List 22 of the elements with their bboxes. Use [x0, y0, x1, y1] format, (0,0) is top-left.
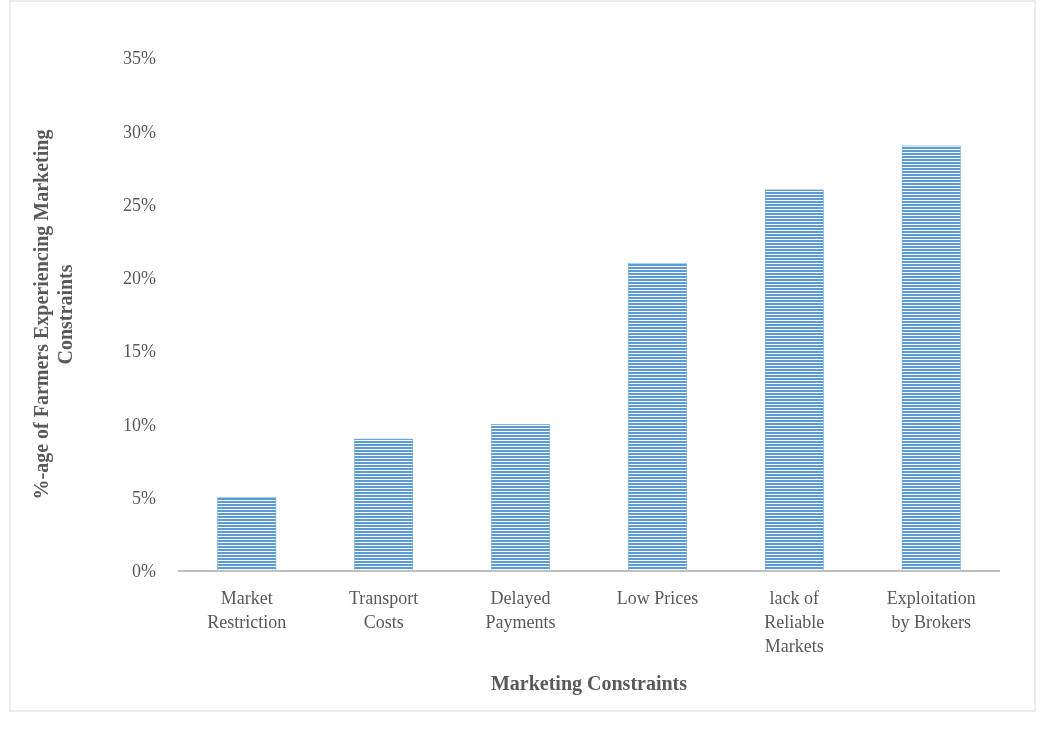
x-tick-label: Transport Costs	[348, 588, 419, 632]
y-tick-label: 10%	[123, 414, 156, 435]
y-tick-label: 25%	[123, 194, 156, 215]
y-tick-label: 15%	[123, 341, 156, 362]
y-tick-label: 35%	[123, 48, 156, 69]
y-tick-label: 30%	[123, 121, 156, 142]
bar	[217, 497, 277, 572]
bar	[354, 438, 414, 572]
y-tick-label: 5%	[132, 488, 156, 509]
y-axis-title: %-age of Farmers Experiencing Marketing Constraints	[30, 129, 76, 500]
x-tick-label: Exploitation by Brokers	[886, 588, 976, 632]
y-tick-label: 0%	[132, 561, 156, 582]
bar	[491, 424, 550, 572]
bar	[764, 189, 824, 572]
x-tick-label: Market Restriction	[207, 588, 287, 632]
x-tick-label: Delayed Payments	[485, 588, 556, 632]
bar	[901, 145, 961, 572]
bar	[628, 262, 687, 572]
x-tick-label: lack of Reliable Markets	[764, 588, 825, 656]
x-axis-title: Marketing Constraints	[490, 672, 688, 695]
y-tick-label: 20%	[123, 268, 156, 289]
x-tick-label: Low Prices	[616, 588, 699, 608]
